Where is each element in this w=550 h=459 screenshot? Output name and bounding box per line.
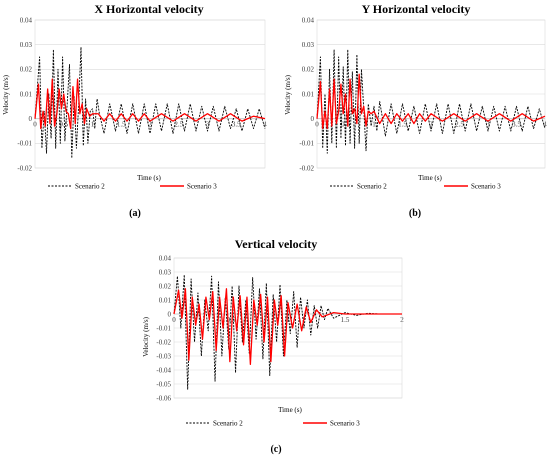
x-tick-label: 1: [91, 121, 95, 129]
y-tick-label: -0.02: [17, 164, 32, 172]
y-axis-label: Velocity (m/s): [142, 316, 150, 357]
panel-caption: (a): [129, 208, 141, 219]
x-tick-label: 2: [148, 121, 152, 129]
legend: Scenario 2 Scenario 3: [330, 183, 501, 191]
x-axis-label: Time (s): [278, 406, 302, 414]
y-tick-label: 0.01: [20, 90, 33, 98]
x-tick-label: 2: [429, 121, 433, 129]
gridlines: [34, 19, 266, 169]
x-axis-label: Time (s): [137, 174, 161, 182]
legend-label-scenario-3: Scenario 3: [330, 420, 360, 428]
legend-label-scenario-3: Scenario 3: [471, 183, 501, 191]
x-tick-label: 1.5: [117, 121, 126, 129]
legend-label-scenario-2: Scenario 2: [75, 183, 105, 191]
y-tick-label: 0.01: [302, 90, 315, 98]
y-tick-label: 0.01: [159, 296, 172, 304]
x-tick-label: 3: [486, 121, 490, 129]
legend-label-scenario-2: Scenario 2: [357, 183, 387, 191]
y-tick-labels: 0.04 0.03 0.02 0.01 0 -0.01 -0.02 -0.03 -0.04 -0.…: [156, 254, 171, 402]
y-tick-label: 0: [168, 310, 172, 318]
series-line-scenario-2: [34, 46, 266, 159]
series-line-scenario-3: [316, 73, 546, 130]
y-tick-label: 0: [311, 115, 315, 123]
y-tick-label: -0.01: [17, 140, 32, 148]
x-tick-label: 1: [372, 121, 376, 129]
legend: Scenario 2 Scenario 3: [186, 420, 360, 428]
y-tick-label: -0.02: [156, 338, 171, 346]
x-tick-label: 0.5: [59, 121, 68, 129]
y-tick-label: 0.02: [302, 66, 315, 74]
panel-caption: (c): [270, 444, 281, 455]
y-tick-label: 0.03: [20, 41, 33, 49]
y-tick-label: 0.02: [159, 282, 172, 290]
y-tick-label: 0.04: [159, 254, 172, 262]
x-tick-label: 1: [286, 316, 290, 324]
x-axis-label: Time (s): [418, 174, 442, 182]
y-axis-label: Velocity (m/s): [2, 74, 10, 115]
x-tick-label: 3.5: [512, 121, 521, 129]
y-tick-label: 0.02: [20, 66, 33, 74]
chart-panel-b: Y Horizontal velocity 0.04 0.03 0.02 0.01 0 -…: [284, 2, 547, 219]
chart-panel-c: Vertical velocity 0.04 0.03 0.02 0.01 0 -0.01…: [142, 237, 404, 455]
y-tick-label: -0.05: [156, 380, 171, 388]
y-tick-label: 0: [29, 115, 33, 123]
y-tick-label: -0.06: [156, 394, 171, 402]
x-tick-label: 2.5: [174, 121, 183, 129]
x-tick-label: 3: [206, 121, 210, 129]
series-line-scenario-2: [173, 274, 402, 391]
x-tick-label: 3.5: [232, 121, 241, 129]
panel-caption: (b): [409, 208, 421, 219]
legend: Scenario 2 Scenario 3: [48, 183, 217, 191]
y-tick-label: -0.02: [299, 164, 314, 172]
y-tick-labels: 0.04 0.03 0.02 0.01 0 -0.01 -0.02: [299, 16, 314, 172]
y-tick-labels: 0.04 0.03 0.02 0.01 0 -0.01 -0.02: [17, 16, 32, 172]
legend-label-scenario-3: Scenario 3: [187, 183, 217, 191]
y-tick-label: 0.03: [159, 268, 172, 276]
chart-panel-a: X Horizontal velocity 0.04 0.03 0.02 0.01 0 -…: [2, 2, 267, 219]
gridlines: [173, 257, 403, 399]
legend-label-scenario-2: Scenario 2: [213, 420, 243, 428]
x-tick-label: 0.5: [227, 316, 236, 324]
series-line-scenario-3: [34, 78, 266, 130]
x-tick-label: 2.5: [455, 121, 464, 129]
x-tick-label: 1.5: [341, 316, 350, 324]
y-tick-label: 0.03: [302, 41, 315, 49]
y-tick-label: -0.01: [299, 140, 314, 148]
y-tick-label: -0.04: [156, 366, 171, 374]
x-tick-label: 1.5: [398, 121, 407, 129]
y-tick-label: -0.01: [156, 324, 171, 332]
y-tick-label: 0.04: [302, 16, 315, 24]
series-lines: [316, 49, 546, 154]
series-line-scenario-3: [173, 288, 402, 366]
y-axis-label: Velocity (m/s): [284, 74, 292, 115]
chart-title: Y Horizontal velocity: [362, 2, 471, 16]
chart-title: Vertical velocity: [235, 237, 318, 251]
series-lines: [34, 46, 266, 159]
series-lines: [173, 274, 402, 391]
chart-title: X Horizontal velocity: [94, 2, 203, 16]
y-tick-label: 0.04: [20, 16, 33, 24]
y-tick-label: -0.03: [156, 352, 171, 360]
